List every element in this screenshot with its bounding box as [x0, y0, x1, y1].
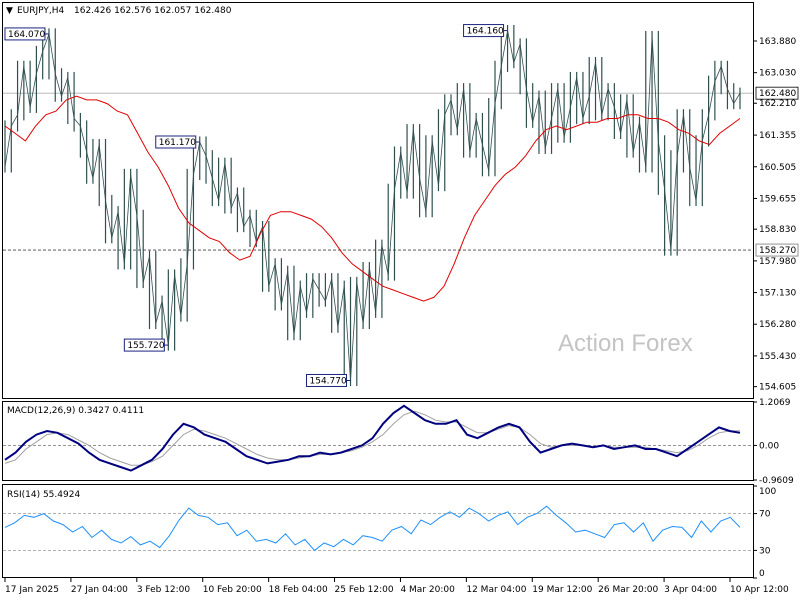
price-axis-label: 160.505: [759, 163, 796, 173]
rsi-line: [4, 505, 741, 552]
watermark: Action Forex: [558, 330, 693, 357]
time-axis-label: 17 Jan 2025: [5, 585, 59, 595]
rsi-axis-label: 70: [759, 510, 771, 520]
callout-box: [306, 373, 348, 387]
price-axis-label: 157.130: [759, 289, 796, 299]
moving-average-line: [4, 95, 741, 302]
time-axis-label: 3 Apr 04:00: [664, 585, 717, 595]
price-axis-label: 157.980: [759, 257, 796, 267]
macd-signal-line: [4, 410, 741, 466]
time-axis-label: 18 Feb 04:00: [269, 585, 328, 595]
callout-box: [155, 135, 197, 149]
price-axis-label: 158.830: [759, 225, 796, 235]
price-panel-frame: [2, 2, 754, 399]
time-axis-label: 3 Feb 12:00: [137, 585, 191, 595]
callout-label: 155.720: [127, 341, 164, 351]
time-axis-label: 26 Mar 20:00: [598, 585, 658, 595]
level-label-box: [755, 243, 799, 257]
header-symbol-timeframe: EURJPY,H4: [17, 6, 65, 16]
macd-title: MACD(12,26,9) 0.3427 0.4111: [7, 406, 144, 416]
rsi-panel-frame: [2, 484, 754, 578]
price-axis-label: 163.030: [759, 69, 796, 79]
time-axis-label: 27 Jan 04:00: [71, 585, 128, 595]
rsi-axis-label: 30: [759, 546, 771, 556]
current-price-label: 162.480: [759, 89, 796, 99]
header-collapse-arrow[interactable]: ▼: [6, 6, 13, 16]
rsi-axis-label: 100: [759, 487, 776, 497]
callout-label: 154.770: [310, 376, 347, 386]
callout-label: 161.170: [159, 138, 196, 148]
price-axis-label: 159.655: [759, 194, 796, 204]
level-label: 158.270: [759, 246, 796, 256]
price-axis-label: 155.430: [759, 352, 796, 362]
time-axis-label: 12 Mar 04:00: [466, 585, 526, 595]
macd-axis-label: 1.2069: [759, 398, 791, 408]
time-axis-label: 19 Mar 12:00: [532, 585, 592, 595]
macd-panel-frame: [2, 401, 754, 481]
macd-line: [4, 404, 741, 472]
price-axis-label: 162.210: [759, 99, 796, 109]
macd-axis-label: 0.00: [759, 441, 779, 451]
rsi-title: RSI(14) 55.4924: [7, 490, 80, 500]
time-axis-label: 10 Apr 12:00: [730, 585, 789, 595]
rsi-axis-label: 0: [759, 569, 765, 579]
time-axis-label: 10 Feb 20:00: [203, 585, 262, 595]
header-ohlc: 162.426 162.576 162.057 162.480: [74, 6, 232, 16]
price-axis-label: 156.280: [759, 320, 796, 330]
callout-box: [463, 24, 505, 38]
price-close-line: [4, 30, 741, 381]
price-axis-label: 163.880: [759, 37, 796, 47]
callout-box: [4, 27, 46, 41]
price-axis-label: 161.355: [759, 131, 796, 141]
price-axis-label: 154.605: [759, 383, 796, 393]
chart-header: ▼ EURJPY,H4 162.426 162.576 162.057 162.…: [6, 6, 232, 16]
time-axis-label: 4 Mar 20:00: [400, 585, 455, 595]
time-axis-label: 25 Feb 12:00: [335, 585, 394, 595]
callout-label: 164.160: [467, 27, 504, 37]
callout-box: [123, 338, 165, 352]
callout-label: 164.070: [8, 30, 45, 40]
macd-axis-label: -0.9609: [759, 476, 794, 486]
current-price-box: [755, 86, 799, 100]
